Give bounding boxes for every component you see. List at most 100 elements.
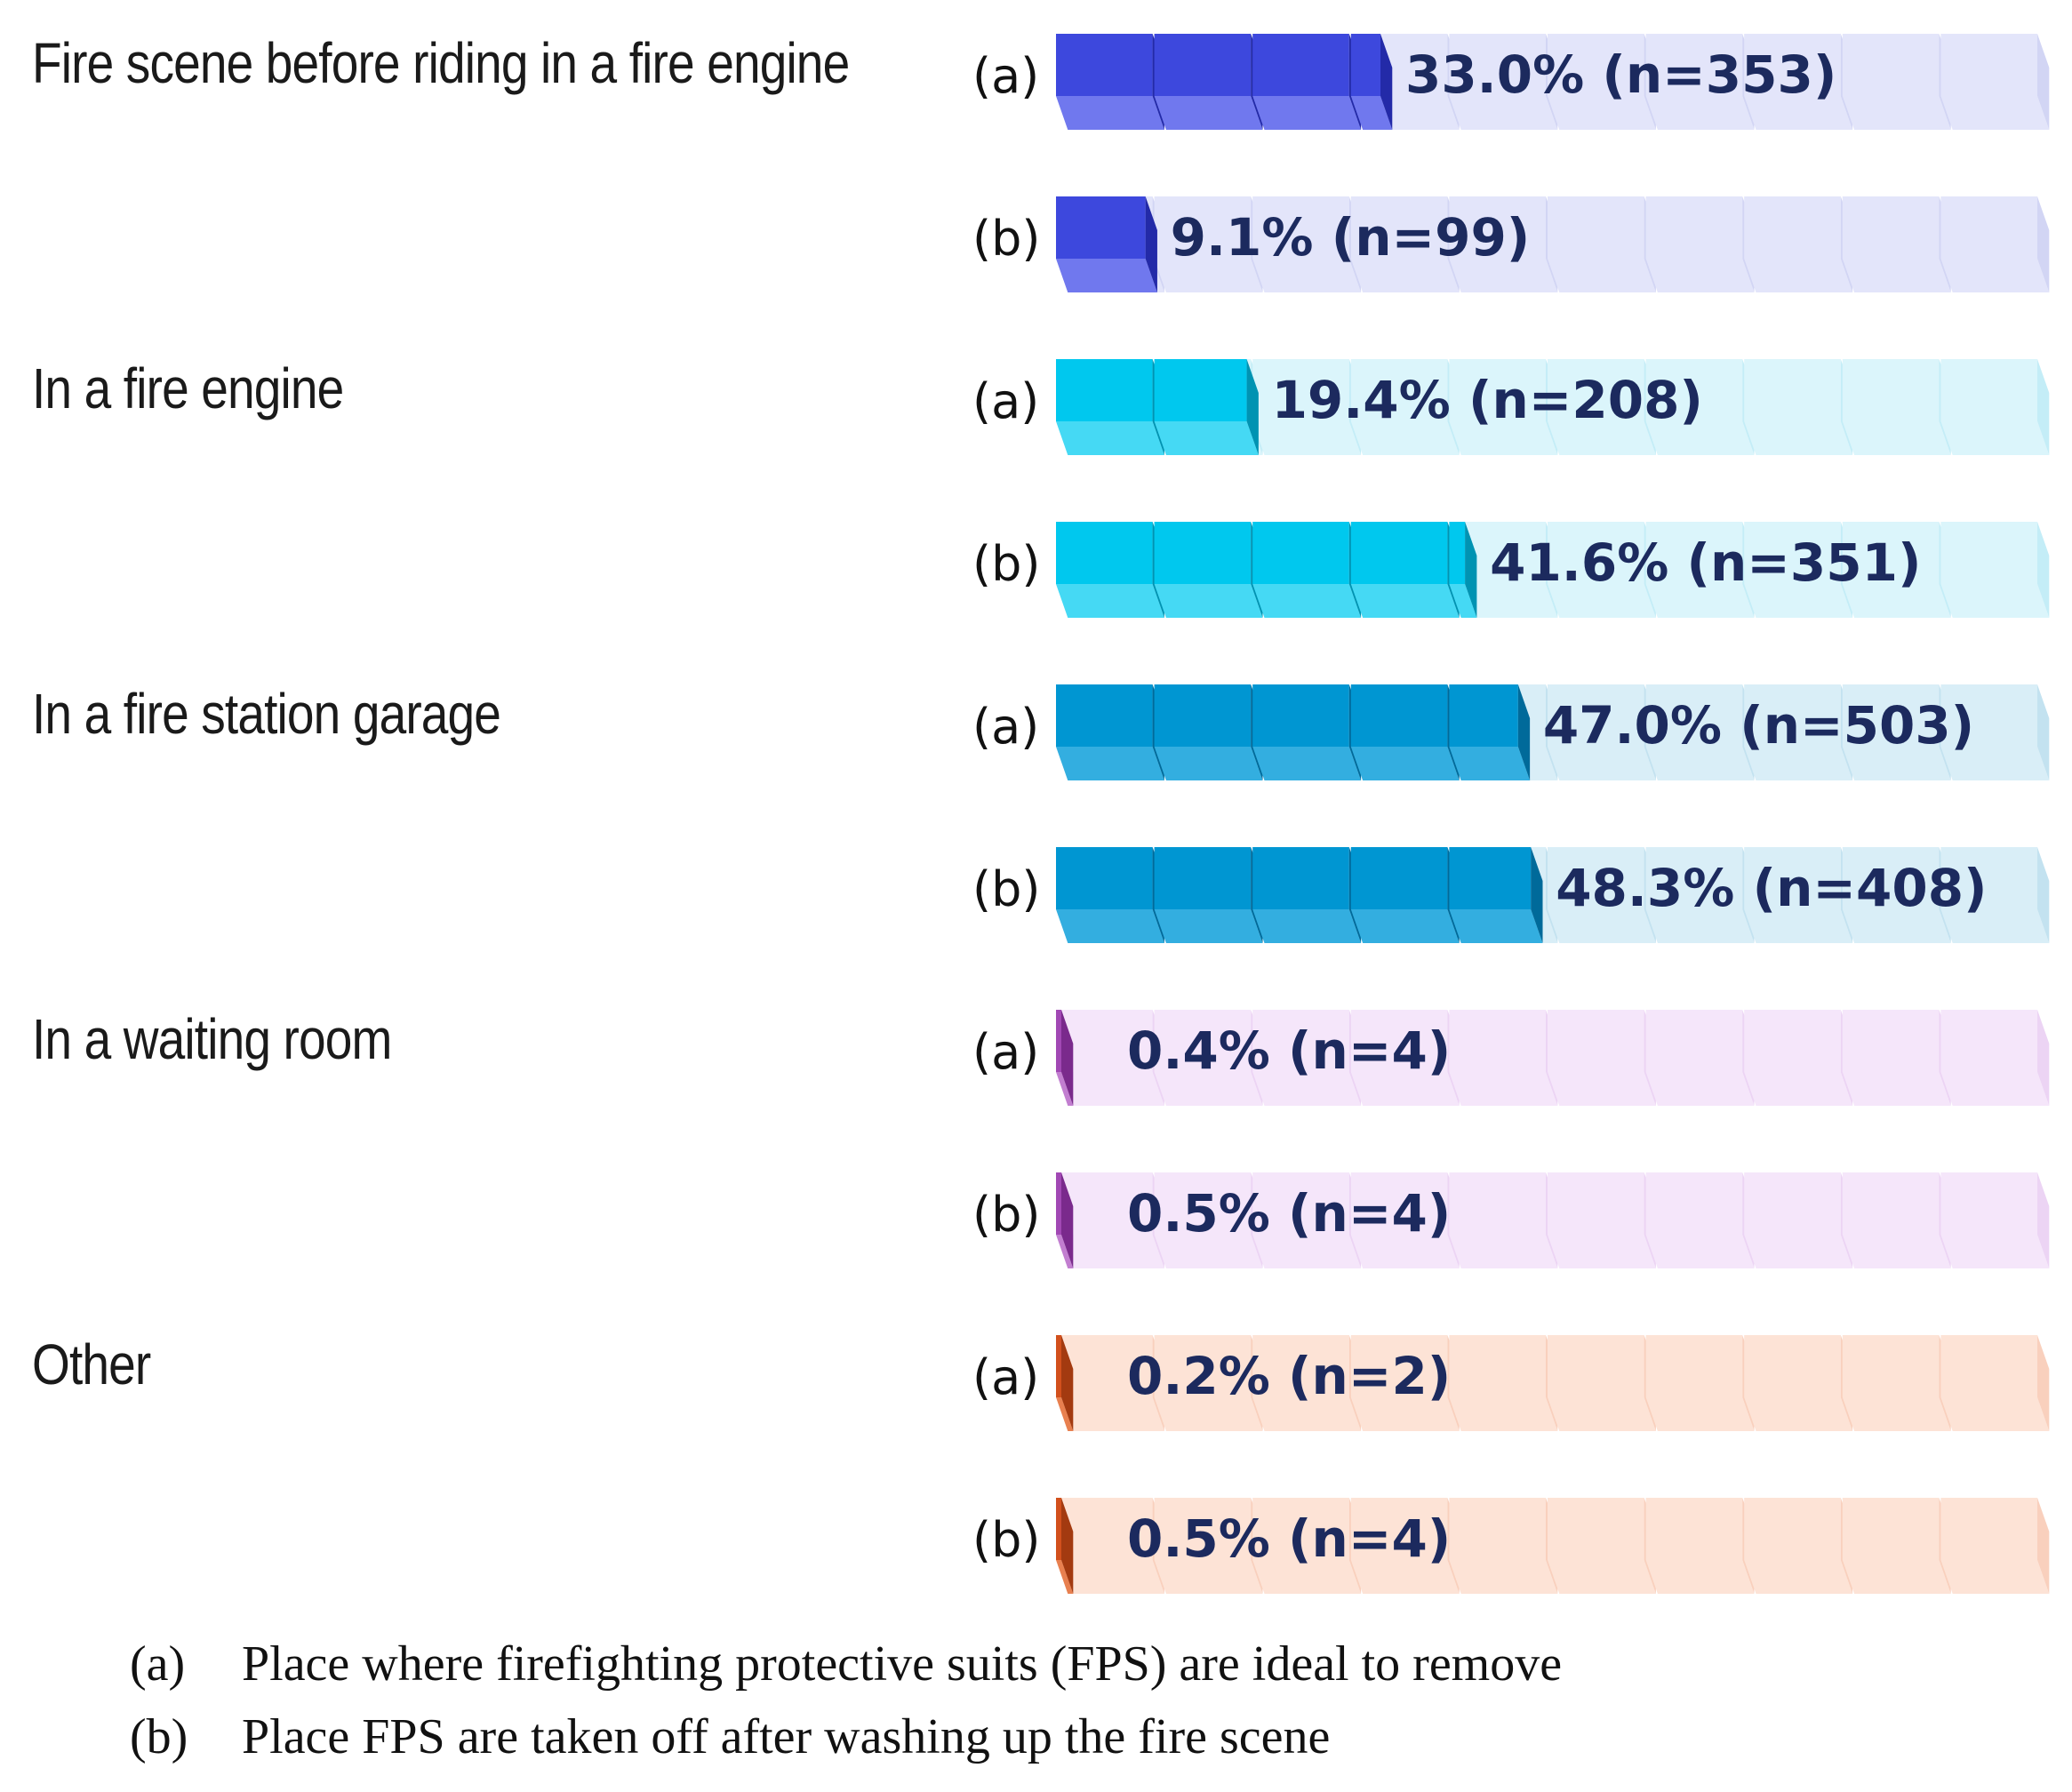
track-segment bbox=[1154, 1335, 1252, 1397]
bar-segment bbox=[1056, 684, 1153, 747]
track-segment bbox=[1056, 1335, 1153, 1397]
bar-segment bbox=[1056, 1010, 1061, 1072]
bar-segment bbox=[1449, 909, 1543, 943]
track-segment bbox=[1056, 1172, 1153, 1235]
value-label: 0.4% (n=4) bbox=[1127, 1020, 1452, 1081]
category-label: In a waiting room bbox=[32, 1007, 392, 1071]
track-segment bbox=[1744, 196, 1841, 259]
bar-segment bbox=[1056, 847, 1153, 909]
track-segment bbox=[1744, 522, 1841, 584]
track-segment bbox=[1940, 1335, 2037, 1397]
track-segment bbox=[1056, 1560, 1164, 1594]
track-segment bbox=[2037, 1172, 2050, 1268]
bar-segment bbox=[1154, 684, 1252, 747]
track-segment bbox=[1548, 34, 1644, 96]
category-label: In a fire engine bbox=[32, 356, 344, 420]
bar-segment bbox=[1056, 1498, 1061, 1560]
track-segment bbox=[1449, 196, 1546, 259]
track-segment bbox=[1645, 1560, 1755, 1594]
track-segment bbox=[1744, 96, 1853, 130]
track-segment bbox=[1350, 196, 1448, 259]
value-label: 47.0% (n=503) bbox=[1542, 695, 1975, 756]
series-tag: (b) bbox=[972, 1512, 1041, 1568]
bar-segment bbox=[1252, 96, 1362, 130]
series-tag: (b) bbox=[972, 1187, 1041, 1243]
track-segment bbox=[1645, 196, 1743, 259]
track-segment bbox=[1350, 1010, 1448, 1072]
track-segment bbox=[1350, 1560, 1460, 1594]
track-segment bbox=[1056, 1010, 1153, 1072]
track-segment bbox=[1645, 96, 1755, 130]
track-segment bbox=[1940, 359, 2037, 421]
bar-segment bbox=[1350, 747, 1460, 780]
track-segment bbox=[1350, 1172, 1448, 1235]
bar-segment bbox=[1056, 359, 1153, 421]
bar-segment bbox=[1056, 584, 1164, 618]
track-segment bbox=[1449, 259, 1558, 292]
bar-segment bbox=[1056, 34, 1153, 96]
track-segment bbox=[1940, 1072, 2050, 1106]
bar-segment bbox=[1517, 684, 1531, 780]
track-segment bbox=[1744, 1335, 1841, 1397]
track-segment bbox=[1252, 359, 1349, 421]
value-label: 0.5% (n=4) bbox=[1127, 1183, 1452, 1244]
track-segment bbox=[1842, 259, 1951, 292]
track-segment bbox=[2037, 847, 2050, 943]
value-label: 9.1% (n=99) bbox=[1170, 207, 1531, 268]
track-segment bbox=[1842, 196, 1940, 259]
track-segment bbox=[1842, 747, 1951, 780]
value-label: 33.0% (n=353) bbox=[1404, 44, 1837, 105]
track-segment bbox=[1449, 1335, 1546, 1397]
track-segment bbox=[1842, 421, 1951, 455]
track-segment bbox=[1350, 359, 1448, 421]
track-segment bbox=[1548, 1498, 1644, 1560]
track-segment bbox=[1842, 847, 1940, 909]
bar-segment bbox=[1531, 847, 1543, 943]
bar-segment bbox=[1056, 196, 1146, 259]
bar-segment bbox=[1056, 259, 1157, 292]
track-segment bbox=[1842, 1010, 1940, 1072]
bar-segment bbox=[1350, 584, 1460, 618]
track-segment bbox=[1154, 1172, 1252, 1235]
bar-segment bbox=[1056, 1560, 1074, 1594]
track-segment bbox=[1154, 196, 1252, 259]
value-label: 41.6% (n=351) bbox=[1490, 532, 1922, 593]
bar-segment bbox=[1252, 684, 1349, 747]
track-segment bbox=[1940, 1235, 2050, 1268]
bar-segment bbox=[1154, 584, 1263, 618]
track-segment bbox=[1548, 584, 1656, 618]
bar-segment bbox=[1350, 684, 1448, 747]
track-segment bbox=[1940, 1397, 2050, 1431]
track-segment bbox=[2037, 1335, 2050, 1431]
bar-segment bbox=[1449, 522, 1466, 584]
track-segment bbox=[1056, 1072, 1164, 1106]
track-segment bbox=[1350, 1235, 1460, 1268]
track-segment bbox=[1350, 1498, 1448, 1560]
bar-segment bbox=[1252, 847, 1349, 909]
track-segment bbox=[1548, 1335, 1644, 1397]
track-segment bbox=[1744, 359, 1841, 421]
track-segment bbox=[1154, 1010, 1252, 1072]
track-segment bbox=[1744, 259, 1853, 292]
bar-segment bbox=[1154, 522, 1252, 584]
track-segment bbox=[1744, 421, 1853, 455]
track-segment bbox=[1350, 1397, 1460, 1431]
legend-text: Place FPS are taken off after washing up… bbox=[242, 1709, 1331, 1764]
bar-segment bbox=[1056, 522, 1153, 584]
track-segment bbox=[1940, 1560, 2050, 1594]
track-segment bbox=[1645, 421, 1755, 455]
track-segment bbox=[1449, 1560, 1558, 1594]
track-segment bbox=[1940, 1172, 2037, 1235]
track-segment bbox=[1449, 1498, 1546, 1560]
track-segment bbox=[1842, 522, 1940, 584]
category-label: Fire scene before riding in a fire engin… bbox=[32, 31, 850, 95]
bar-segment bbox=[1056, 1397, 1074, 1431]
track-segment bbox=[1056, 1498, 1153, 1560]
track-segment bbox=[1744, 1397, 1853, 1431]
track-segment bbox=[1449, 1397, 1558, 1431]
track-segment bbox=[1744, 847, 1841, 909]
track-segment bbox=[1744, 747, 1853, 780]
track-segment bbox=[1350, 1335, 1448, 1397]
track-segment bbox=[1252, 196, 1349, 259]
track-segment bbox=[1842, 1235, 1951, 1268]
